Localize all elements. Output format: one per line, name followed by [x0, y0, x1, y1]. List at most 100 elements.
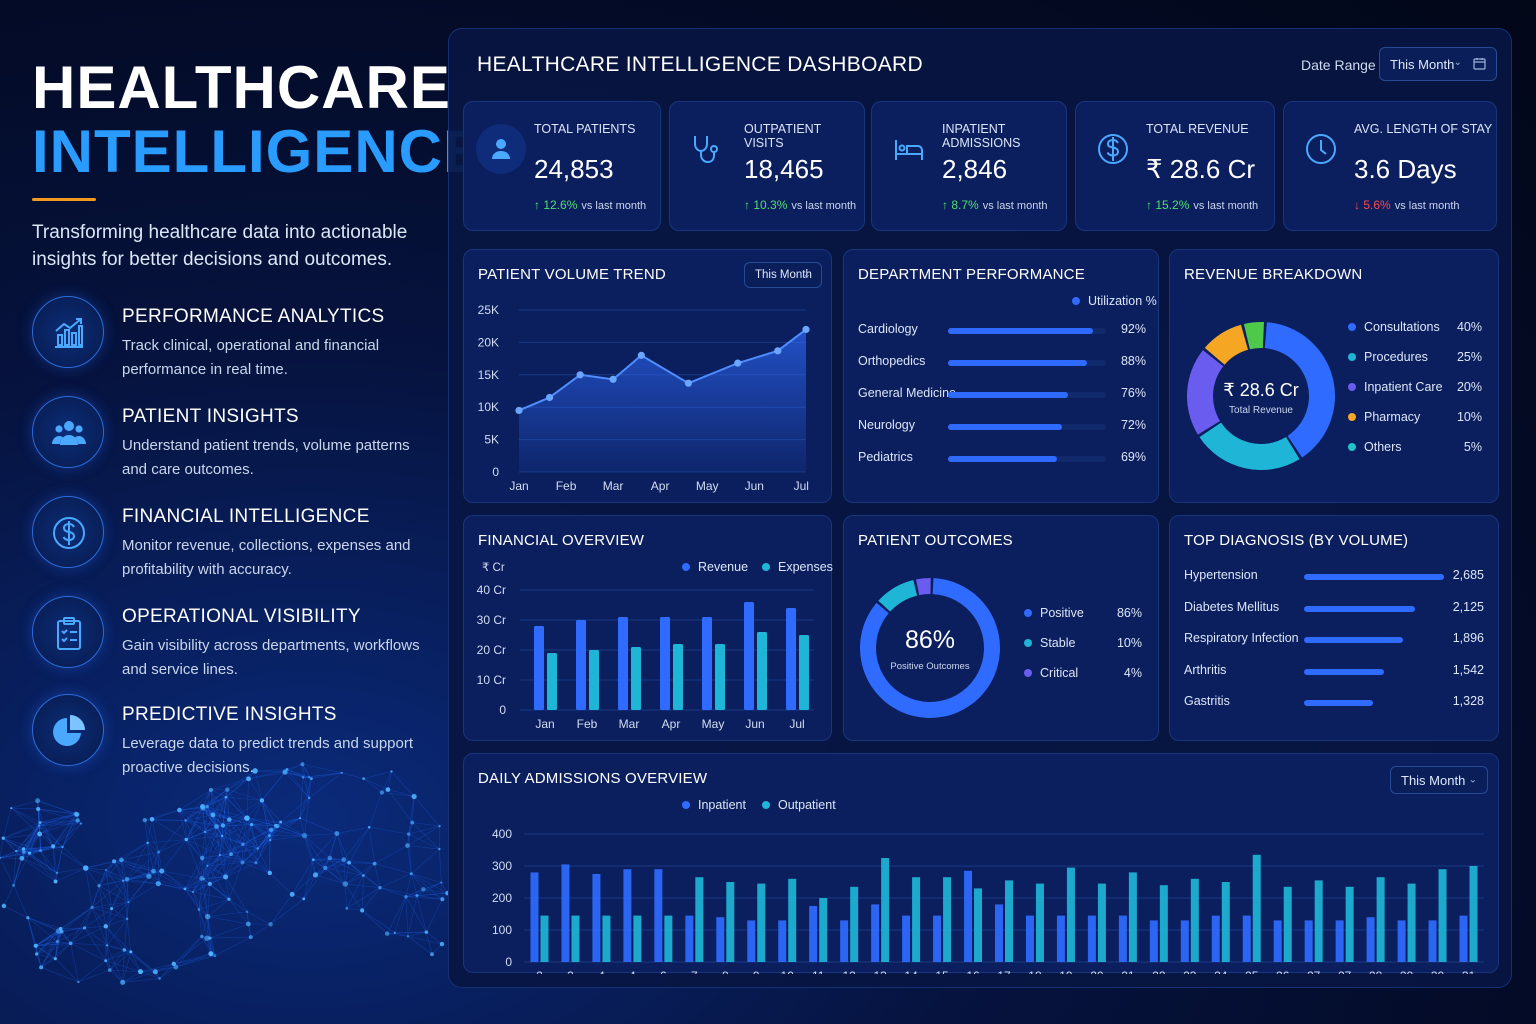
network-link [291, 874, 316, 895]
revenue-center-label: Total Revenue [1229, 405, 1293, 416]
clock-icon [1296, 124, 1346, 174]
network-node [61, 845, 64, 849]
network-link [313, 859, 346, 885]
daily-bar-inpatient [995, 904, 1003, 962]
network-link [109, 969, 123, 983]
network-link [111, 880, 124, 909]
feature-operational-visibility: OPERATIONAL VISIBILITY Gain visibility a… [32, 596, 422, 678]
network-node [300, 762, 305, 767]
network-link [212, 814, 224, 826]
network-link [345, 875, 364, 885]
utilization-bar [948, 360, 1088, 366]
network-link [3, 837, 24, 850]
network-link [23, 846, 63, 850]
network-link [159, 963, 175, 979]
network-link [0, 850, 17, 859]
network-link [56, 846, 63, 873]
network-link [270, 817, 301, 841]
y-tick-label: 300 [492, 859, 512, 873]
y-tick-label: 200 [492, 891, 512, 905]
network-link [246, 817, 259, 849]
network-link [91, 907, 108, 946]
network-link [255, 769, 288, 772]
legend-label: Pharmacy [1364, 410, 1421, 424]
stethoscope-icon [680, 124, 730, 174]
legend-item: Inpatient [682, 798, 746, 812]
network-link [204, 831, 244, 845]
kpi-delta-value: ↑ 12.6% [534, 198, 578, 212]
network-node [301, 832, 308, 839]
network-link [222, 825, 258, 849]
legend-swatch [1024, 609, 1032, 617]
daily-bar-inpatient [1459, 915, 1468, 962]
network-link [329, 833, 338, 859]
y-tick-label: 0 [499, 703, 506, 717]
network-node [83, 926, 87, 930]
x-tick-label: Jul [789, 717, 804, 731]
network-link [387, 771, 392, 790]
daily-admissions-filter[interactable]: This Month ⌄ [1390, 766, 1488, 794]
network-link [62, 813, 77, 848]
network-link [251, 824, 257, 863]
department-name: Orthopedics [858, 354, 926, 368]
network-link [15, 825, 40, 852]
network-link [219, 848, 258, 856]
network-link [222, 825, 243, 863]
patient-outcomes-card: PATIENT OUTCOMES 86% Positive Outcomes P… [843, 515, 1159, 741]
kpi-delta-caption: vs last month [1193, 200, 1259, 212]
network-link [185, 806, 208, 840]
x-tick-label: 12 [842, 969, 856, 974]
network-link [126, 870, 154, 880]
network-link [255, 770, 286, 773]
network-link [38, 825, 63, 848]
diagnosis-track [1304, 700, 1444, 706]
network-link [212, 814, 230, 820]
network-link [175, 955, 215, 968]
kpi-label: AVG. LENGTH OF STAY [1354, 122, 1493, 136]
network-link [158, 883, 193, 893]
network-link [407, 895, 418, 937]
legend-label: Procedures [1364, 350, 1428, 364]
network-link [413, 796, 440, 827]
daily-bar-outpatient [1035, 883, 1044, 962]
network-link [212, 814, 252, 825]
network-link [186, 839, 221, 856]
network-link [62, 846, 86, 869]
network-node [124, 876, 130, 882]
legend-label: Revenue [698, 560, 749, 574]
network-link [216, 826, 221, 856]
network-link [212, 814, 221, 856]
network-link [302, 763, 342, 774]
network-node [55, 939, 60, 944]
network-link [54, 931, 59, 959]
network-link [303, 859, 314, 899]
network-node [158, 977, 161, 980]
network-link [184, 883, 210, 890]
network-link [35, 941, 58, 947]
network-link [184, 865, 208, 890]
network-link [361, 887, 381, 911]
network-link [91, 869, 107, 908]
patient-volume-filter[interactable]: This Month ⌄ [744, 262, 822, 288]
network-link [153, 870, 186, 890]
date-range-select[interactable]: This Month ⌄ [1379, 47, 1497, 81]
network-link [70, 943, 79, 983]
x-tick-label: May [702, 717, 725, 731]
network-link [204, 831, 208, 866]
network-link [105, 869, 112, 909]
network-node [119, 857, 124, 863]
network-link [35, 942, 71, 947]
network-link [345, 883, 381, 889]
network-link [21, 845, 54, 859]
x-tick-label: 28 [1369, 969, 1383, 974]
network-link [368, 792, 383, 828]
network-link [126, 870, 162, 880]
network-link [106, 908, 112, 946]
network-link [40, 850, 56, 882]
x-tick-label: 10 [781, 969, 795, 974]
network-link [201, 857, 226, 878]
kpi-label: TOTAL PATIENTS [534, 122, 636, 136]
network-link [210, 789, 214, 815]
network-node [248, 935, 253, 940]
network-link [198, 883, 211, 910]
